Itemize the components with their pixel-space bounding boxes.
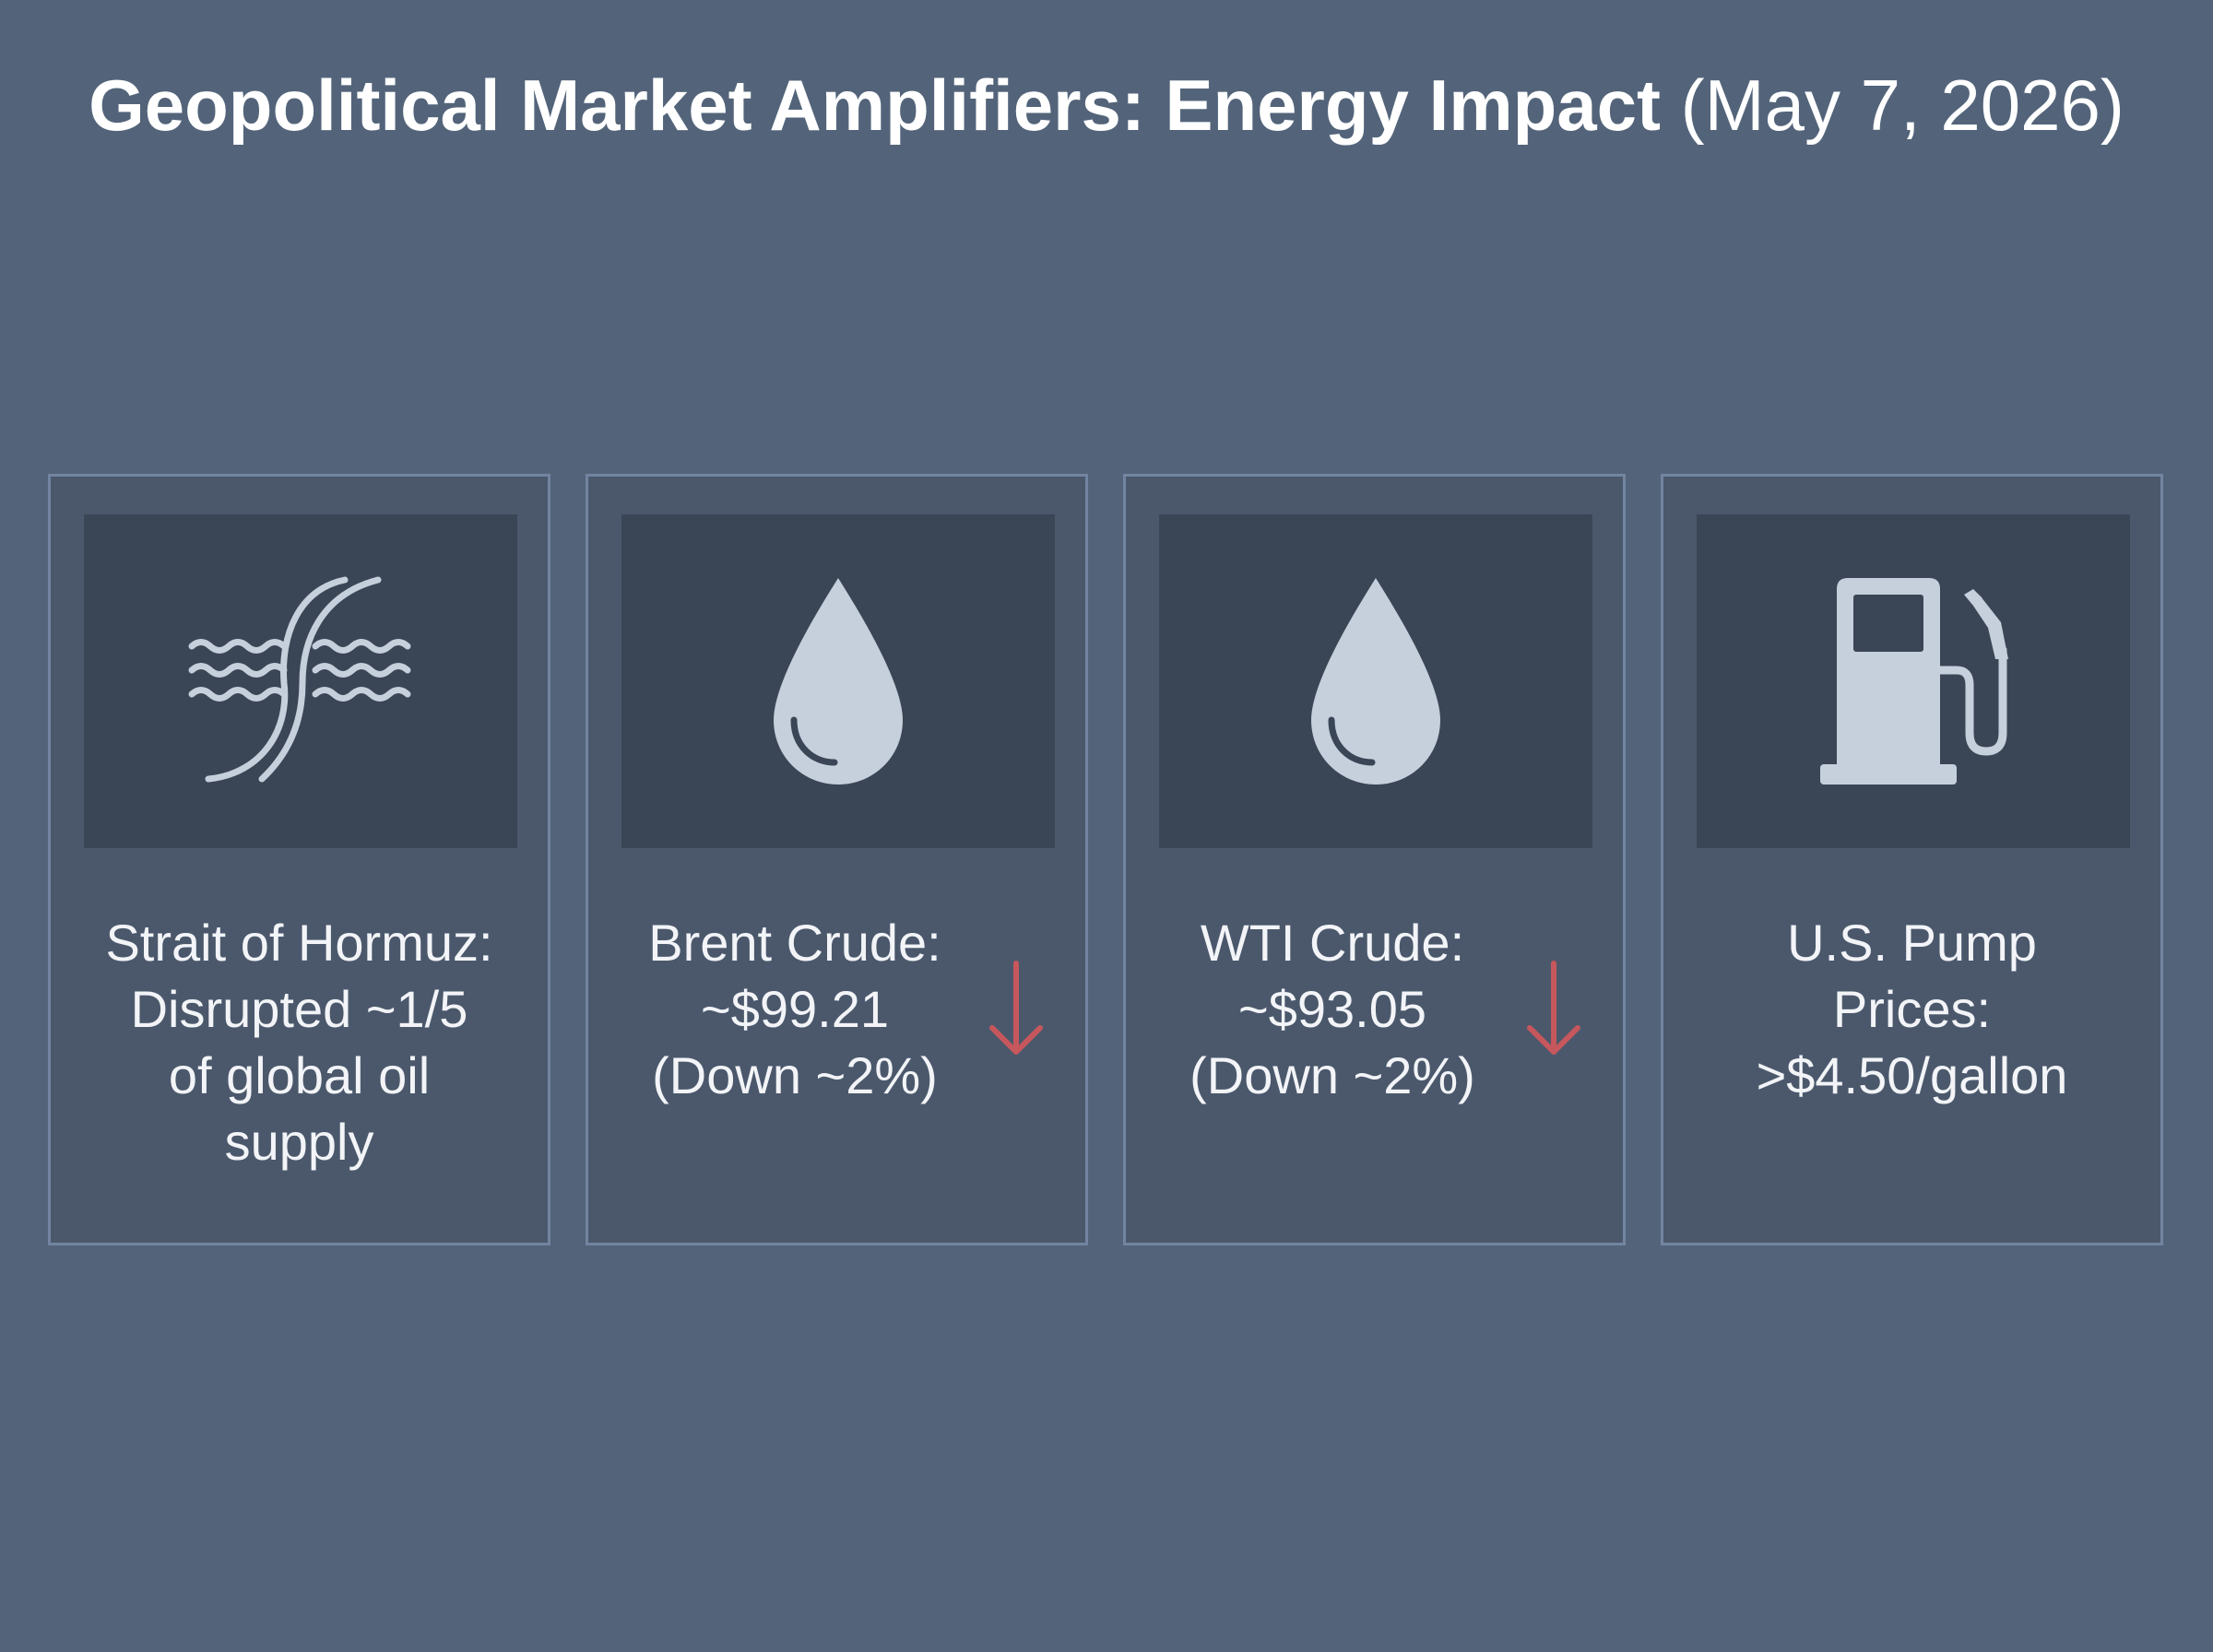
card-us-pump-prices: U.S. Pump Prices: >$4.50/gallon [1661,474,2163,1245]
card-brent-crude: Brent Crude: ~$99.21 (Down ~2%) [586,474,1088,1245]
oil-drop-icon [774,578,903,785]
card-line: (Down ~2%) [1189,1046,1475,1104]
card-line: Disrupted ~1/5 [130,980,468,1038]
card-line: U.S. Pump [1787,914,2037,972]
card-description: Brent Crude: ~$99.21 (Down ~2%) [583,910,1007,1109]
card-strait-of-hormuz: Strait of Hormuz: Disrupted ~1/5 of glob… [48,474,550,1245]
icon-panel [621,514,1055,848]
oil-drop-icon [1311,578,1440,785]
card-line: (Down ~2%) [652,1046,938,1104]
card-line: Brent Crude: [648,914,941,972]
down-arrow-icon [1527,961,1580,1055]
card-description: Strait of Hormuz: Disrupted ~1/5 of glob… [60,910,538,1175]
card-line: of global oil [168,1046,431,1104]
card-line: WTI Crude: [1200,914,1465,972]
card-line: ~$93.05 [1238,980,1426,1038]
card-line: ~$99.21 [701,980,889,1038]
title-main: Geopolitical Market Amplifiers: Energy I… [89,65,1661,146]
icon-panel [84,514,517,848]
icon-panel [1697,514,2130,848]
card-line: >$4.50/gallon [1756,1046,2068,1104]
card-line: Prices: [1832,980,1992,1038]
card-line: supply [224,1113,374,1171]
title-date: (May 7, 2026) [1680,65,2124,146]
page-title: Geopolitical Market Amplifiers: Energy I… [0,63,2213,148]
strait-waves-icon [188,576,411,783]
fuel-pump-icon [1820,578,2008,785]
card-description: WTI Crude: ~$93.05 (Down ~2%) [1120,910,1544,1109]
card-description: U.S. Pump Prices: >$4.50/gallon [1673,910,2151,1109]
card-line: Strait of Hormuz: [105,914,493,972]
card-wti-crude: WTI Crude: ~$93.05 (Down ~2%) [1123,474,1626,1245]
down-arrow-icon [989,961,1043,1055]
icon-panel [1159,514,1592,848]
